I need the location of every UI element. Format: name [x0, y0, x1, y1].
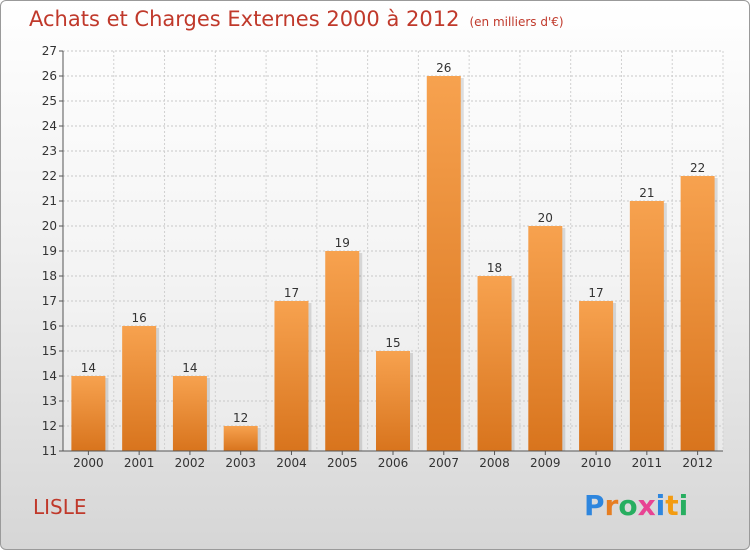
y-tick-label: 23	[42, 144, 57, 158]
data-label: 21	[639, 186, 654, 200]
axis-layer: 11 12 13 14 15 16 17 18 19 20 21 22 23 24 25 26 27 2000 20…	[42, 44, 723, 470]
bar	[71, 376, 106, 451]
data-label: 14	[182, 361, 197, 375]
bars-layer: 14 16 14 12 17 19 15 26 18 20 17 21 22	[71, 61, 718, 451]
data-label: 12	[233, 411, 248, 425]
x-tick-label: 2008	[479, 456, 510, 470]
title-text: Achats et Charges Externes 2000 à 2012	[29, 7, 460, 31]
data-label: 15	[385, 336, 400, 350]
x-tick-label: 2012	[682, 456, 713, 470]
x-tick-label: 2011	[632, 456, 663, 470]
x-tick-label: 2007	[428, 456, 459, 470]
bar	[223, 426, 258, 451]
logo-letter: x	[637, 489, 656, 522]
y-tick-label: 11	[42, 444, 57, 458]
y-tick-label: 15	[42, 344, 57, 358]
logo-letter: o	[618, 489, 638, 522]
data-label: 17	[588, 286, 603, 300]
logo-letter: P	[584, 489, 605, 522]
data-label: 17	[284, 286, 299, 300]
data-label: 26	[436, 61, 451, 75]
y-tick-label: 26	[42, 69, 57, 83]
chart-subtitle: (en milliers d'€)	[469, 15, 564, 29]
bar	[426, 76, 461, 451]
y-tick-label: 13	[42, 394, 57, 408]
bar	[528, 226, 563, 451]
y-tick-label: 24	[42, 119, 57, 133]
bar	[172, 376, 207, 451]
y-tick-label: 18	[42, 269, 57, 283]
y-tick-label: 16	[42, 319, 57, 333]
bar	[325, 251, 360, 451]
x-tick-label: 2005	[327, 456, 358, 470]
chart-title: Achats et Charges Externes 2000 à 2012 (e…	[29, 7, 564, 31]
bar	[122, 326, 157, 451]
proxiti-logo: Proxiti	[584, 489, 688, 522]
y-tick-label: 19	[42, 244, 57, 258]
x-tick-label: 2000	[73, 456, 104, 470]
y-tick-label: 17	[42, 294, 57, 308]
y-tick-label: 20	[42, 219, 57, 233]
logo-letter: i	[678, 489, 689, 522]
y-tick-label: 27	[42, 44, 57, 58]
y-tick-label: 22	[42, 169, 57, 183]
x-tick-label: 2009	[530, 456, 561, 470]
bar	[477, 276, 512, 451]
x-tick-label: 2002	[175, 456, 206, 470]
x-tick-label: 2003	[225, 456, 256, 470]
logo-letter: r	[604, 489, 619, 522]
bar	[274, 301, 309, 451]
data-label: 22	[690, 161, 705, 175]
bar	[629, 201, 664, 451]
logo-letter: i	[655, 489, 666, 522]
y-tick-label: 14	[42, 369, 57, 383]
logo-letter: t	[665, 489, 679, 522]
bar	[579, 301, 614, 451]
y-tick-label: 21	[42, 194, 57, 208]
data-label: 14	[81, 361, 96, 375]
y-tick-label: 25	[42, 94, 57, 108]
x-tick-label: 2004	[276, 456, 307, 470]
data-label: 20	[538, 211, 553, 225]
x-tick-label: 2001	[124, 456, 155, 470]
x-tick-label: 2006	[378, 456, 409, 470]
bar	[680, 176, 715, 451]
data-label: 18	[487, 261, 502, 275]
city-label: LISLE	[33, 495, 87, 519]
data-label: 16	[132, 311, 147, 325]
bar	[376, 351, 410, 451]
y-tick-label: 12	[42, 419, 57, 433]
data-label: 19	[335, 236, 350, 250]
x-tick-label: 2010	[581, 456, 612, 470]
